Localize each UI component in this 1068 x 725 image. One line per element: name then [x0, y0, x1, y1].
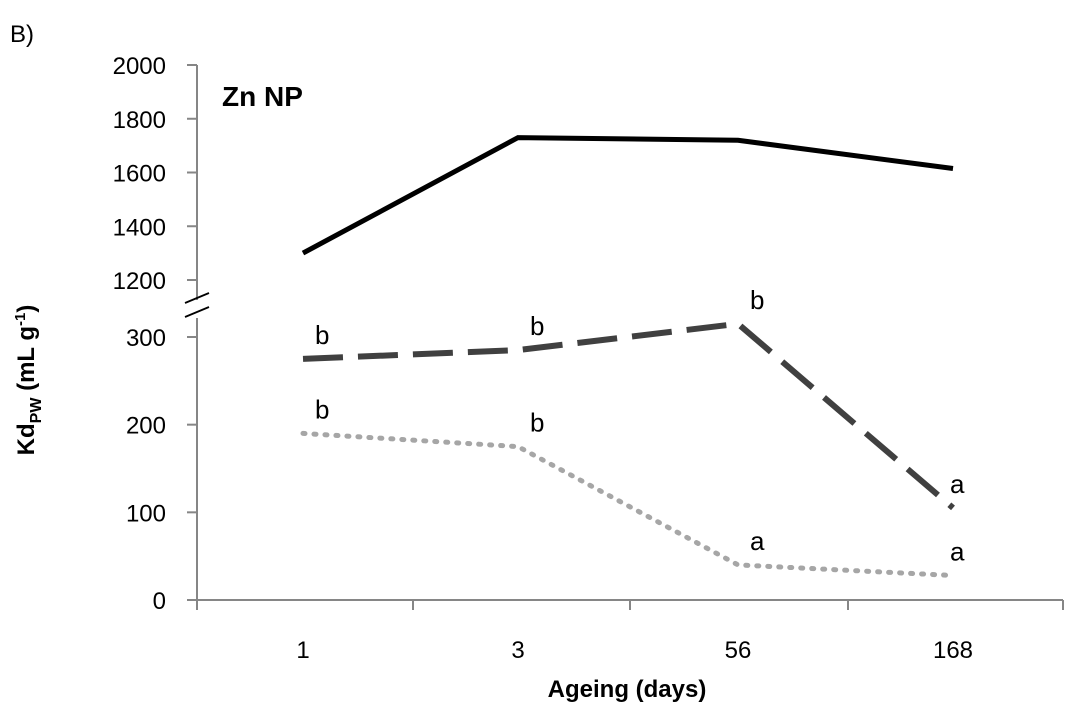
y-axis-title: KdPW (mL g-1): [12, 305, 45, 456]
chart-title: Zn NP: [222, 81, 303, 112]
y-axis-title-unit-open: (mL g: [13, 326, 40, 398]
significance-letter: b: [315, 320, 329, 350]
significance-letter: b: [750, 285, 764, 315]
panel-label: B): [10, 21, 34, 48]
y-tick-label: 2000: [113, 53, 166, 80]
labels-layer: b b b a b b a a: [315, 285, 965, 567]
y-tick-label: 100: [126, 500, 166, 527]
significance-letter: b: [530, 311, 544, 341]
x-tick-label: 3: [511, 637, 524, 664]
series-line-dotted: [300, 430, 956, 578]
y-axis-title-unit-close: ): [13, 305, 40, 313]
axes: 0 100 200 300 1200 1400 1600 2000 1800 1 3 56 168: [113, 53, 1064, 664]
y-tick-label: 1200: [113, 268, 166, 295]
x-tick-label: 1: [296, 637, 309, 664]
series-layer: [300, 135, 956, 578]
significance-letter: a: [950, 536, 965, 566]
x-axis-title: Ageing (days): [548, 676, 707, 703]
x-tick-label: 168: [933, 637, 973, 664]
y-tick-label: 200: [126, 413, 166, 440]
y-axis-title-superscript: -1: [12, 313, 29, 326]
y-tick-label: 1600: [113, 161, 166, 188]
axis-break-mark: [184, 306, 210, 318]
significance-letter: b: [315, 394, 329, 424]
significance-letter: b: [530, 408, 544, 438]
series-line-solid: [301, 135, 954, 256]
y-axis-title-main: Kd: [13, 423, 40, 455]
y-tick-label: 300: [126, 325, 166, 352]
x-tick-label: 56: [725, 637, 752, 664]
series-line-dashed: [302, 320, 955, 511]
significance-letter: a: [750, 526, 765, 556]
axis-break-mark: [184, 292, 210, 304]
y-tick-label: 1400: [113, 214, 166, 241]
y-tick-label: 0: [153, 588, 166, 615]
y-tick-label: 1800: [113, 107, 166, 134]
significance-letter: a: [950, 469, 965, 499]
y-axis-title-subscript: PW: [28, 397, 45, 424]
